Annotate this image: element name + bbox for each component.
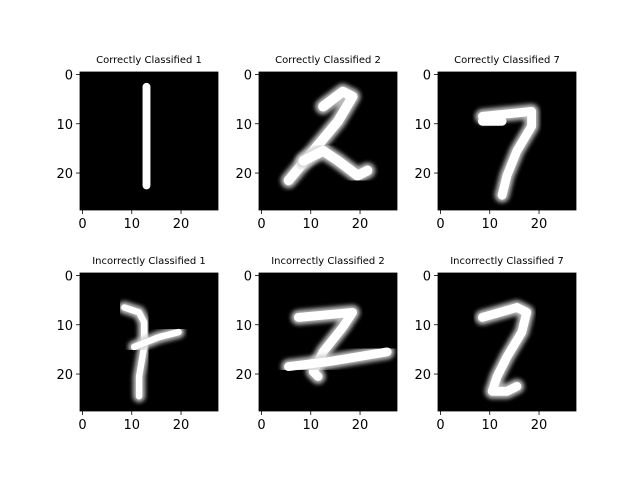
digit-stroke xyxy=(477,303,532,396)
x-tick-label: 10 xyxy=(123,418,140,433)
axes-frame xyxy=(258,272,398,412)
x-tick-label: 0 xyxy=(436,418,444,433)
y-tick-label: 20 xyxy=(56,167,73,182)
axes-frame xyxy=(79,272,219,412)
digit-strokes xyxy=(280,83,376,189)
y-tick-label: 10 xyxy=(56,118,73,133)
y-tick-label: 0 xyxy=(423,269,431,284)
subplot-1: Correctly Classified 1 0 10 20 0 10 20 xyxy=(56,55,219,232)
y-tick-label: 0 xyxy=(244,269,252,284)
y-tick-label: 10 xyxy=(235,319,252,334)
axes-frame xyxy=(79,71,219,211)
x-tick-label: 10 xyxy=(481,418,498,433)
subplot-title: Incorrectly Classified 1 xyxy=(92,256,206,267)
y-tick-label: 20 xyxy=(414,368,431,383)
x-tick-label: 20 xyxy=(352,418,369,433)
y-tick-label: 20 xyxy=(235,368,252,383)
subplot-title: Incorrectly Classified 7 xyxy=(450,256,564,267)
digit-strokes xyxy=(118,301,185,403)
axes-frame xyxy=(437,272,577,412)
x-tick-label: 20 xyxy=(173,418,190,433)
subplot-6: Incorrectly Classified 7 0 10 20 0 10 20 xyxy=(414,256,577,433)
x-tick-label: 0 xyxy=(78,418,86,433)
digit-strokes xyxy=(475,300,535,399)
digit-strokes xyxy=(475,104,539,203)
digit-stroke xyxy=(130,328,182,351)
x-tick-label: 0 xyxy=(436,217,444,232)
y-tick-label: 10 xyxy=(414,319,431,334)
y-tick-label: 10 xyxy=(235,118,252,133)
x-tick-label: 0 xyxy=(78,217,86,232)
axes-frame xyxy=(437,71,577,211)
y-tick-label: 20 xyxy=(235,167,252,182)
subplot-2: Correctly Classified 2 0 10 20 0 10 20 xyxy=(235,55,398,232)
x-tick-label: 20 xyxy=(531,217,548,232)
subplot-title: Incorrectly Classified 2 xyxy=(271,256,385,267)
x-tick-label: 10 xyxy=(123,217,140,232)
subplot-title: Correctly Classified 2 xyxy=(275,55,381,66)
x-tick-label: 20 xyxy=(352,217,369,232)
y-tick-label: 20 xyxy=(56,368,73,383)
digit-stroke xyxy=(284,347,392,372)
x-tick-label: 0 xyxy=(257,418,265,433)
y-tick-label: 20 xyxy=(414,167,431,182)
x-tick-label: 20 xyxy=(173,217,190,232)
x-tick-label: 10 xyxy=(302,217,319,232)
y-tick-label: 10 xyxy=(414,118,431,133)
subplot-title: Correctly Classified 7 xyxy=(454,55,560,66)
y-tick-label: 10 xyxy=(56,319,73,334)
digit-stroke xyxy=(298,145,373,181)
subplot-4: Incorrectly Classified 1 0 10 20 0 10 20 xyxy=(56,256,219,433)
x-tick-label: 0 xyxy=(257,217,265,232)
subplot-title: Correctly Classified 1 xyxy=(96,55,202,66)
x-tick-label: 10 xyxy=(481,217,498,232)
y-tick-label: 0 xyxy=(65,269,73,284)
digit-stroke xyxy=(121,304,148,400)
x-tick-label: 10 xyxy=(302,418,319,433)
y-tick-label: 0 xyxy=(423,68,431,83)
digit-strokes xyxy=(281,305,395,384)
axes-frame xyxy=(258,71,398,211)
subplot-5: Incorrectly Classified 2 0 10 20 0 10 20 xyxy=(235,256,398,433)
image-grid: Correctly Classified 10 10 2001020Correctl… xyxy=(56,55,577,433)
y-tick-label: 0 xyxy=(65,68,73,83)
x-tick-label: 20 xyxy=(531,418,548,433)
digit-stroke xyxy=(293,307,358,381)
subplot-3: Correctly Classified 7 0 10 20 0 10 20 xyxy=(414,55,577,232)
digit-stroke xyxy=(477,106,537,200)
y-tick-label: 0 xyxy=(244,68,252,83)
